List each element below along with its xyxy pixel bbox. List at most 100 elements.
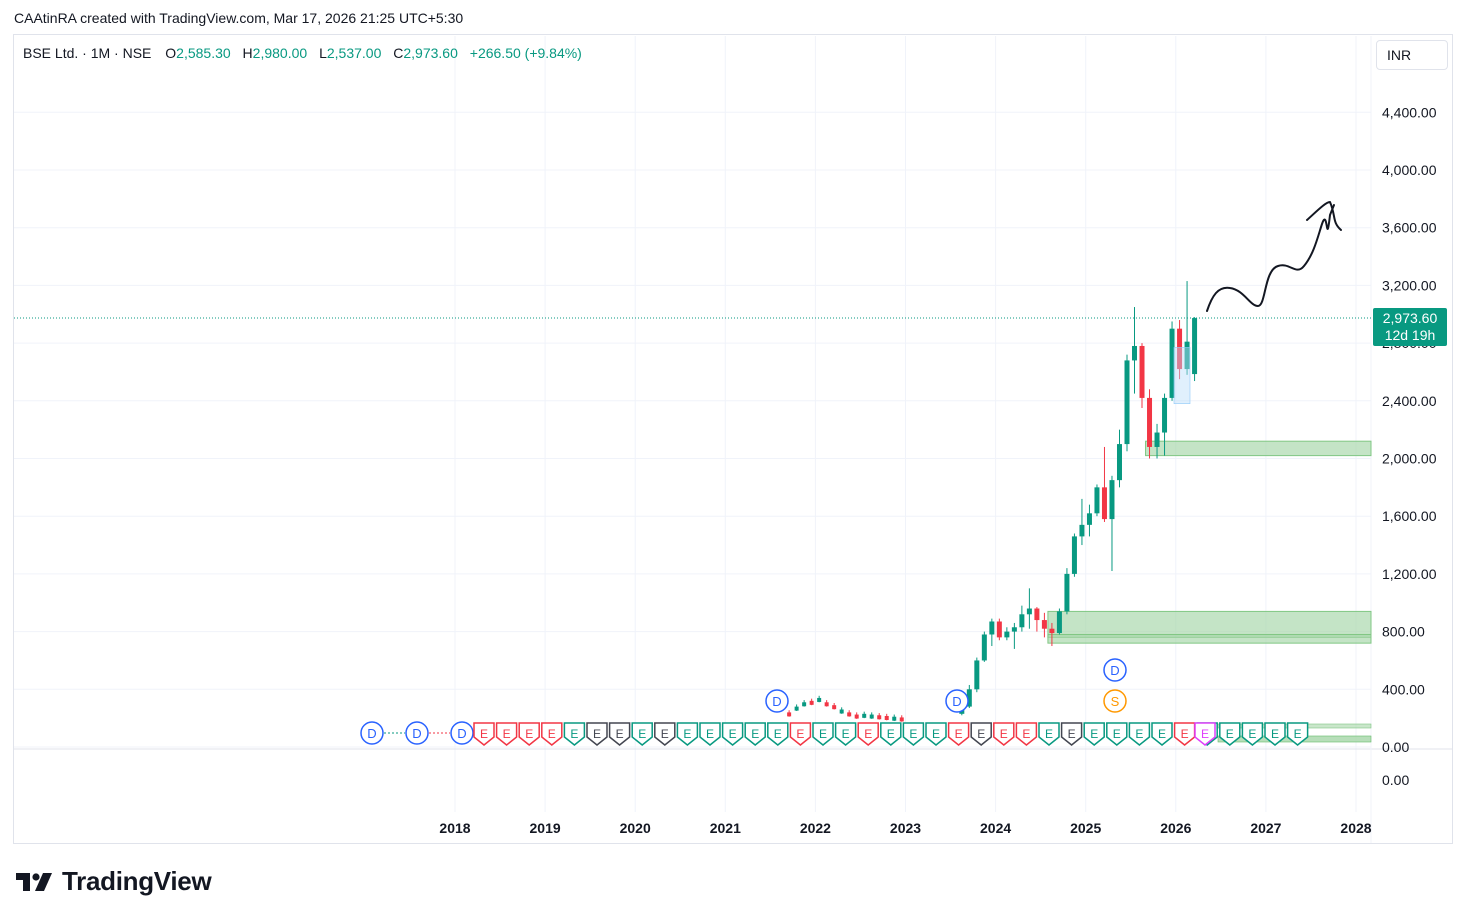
candle-body	[989, 621, 995, 635]
candle-2024-10	[1064, 568, 1070, 615]
earnings-marker-letter: E	[1158, 727, 1166, 741]
earnings-marker-letter: E	[842, 727, 850, 741]
earnings-marker-next-shape	[1194, 722, 1216, 746]
earnings-marker-shape	[1106, 722, 1128, 746]
candle-body	[1019, 614, 1025, 628]
candle-body	[1116, 444, 1122, 481]
earnings-marker-letter: E	[593, 727, 601, 741]
tradingview-logo-icon	[16, 872, 52, 891]
chart-grid	[14, 36, 1452, 843]
price-tick-label: 0.00	[1382, 739, 1409, 755]
dividend-marker-ring	[945, 689, 969, 713]
candle-body	[1086, 513, 1092, 525]
earnings-marker: E	[1083, 722, 1105, 746]
earnings-marker-shape	[834, 722, 857, 746]
price-tick-label: 4,400.00	[1382, 104, 1437, 120]
earnings-marker: E	[947, 722, 970, 746]
earnings-marker-letter: E	[977, 727, 985, 741]
low-label: L	[319, 45, 327, 61]
earnings-marker-letter: E	[1113, 727, 1121, 741]
candle-2025-07	[1132, 307, 1138, 394]
demand-zone	[1145, 440, 1372, 457]
candle-body	[809, 700, 814, 705]
candle-2026-03	[1192, 317, 1198, 382]
currency-selector[interactable]: INR	[1376, 40, 1448, 70]
projection-path	[1206, 201, 1342, 312]
candle-body	[1177, 328, 1183, 370]
price-tag-box	[1373, 308, 1447, 347]
earnings-marker-next: E	[1194, 722, 1216, 746]
candles	[14, 281, 1371, 716]
open-label: O	[165, 45, 177, 61]
earnings-marker: E	[1173, 722, 1196, 746]
earnings-marker-letter: E	[751, 727, 759, 741]
earnings-marker: E	[1219, 722, 1241, 746]
split-marker: S	[1103, 689, 1127, 713]
candle-body	[1139, 345, 1145, 398]
earnings-marker-shape	[518, 722, 540, 746]
dividend-marker-ring	[450, 721, 474, 745]
price-tag-countdown: 12d 19h	[1385, 327, 1436, 343]
chart-frame[interactable]	[13, 34, 1453, 844]
earnings-marker: E	[1106, 722, 1128, 746]
dividend-marker-letter: D	[952, 694, 961, 709]
earnings-marker: E	[1060, 722, 1083, 746]
earnings-marker: E	[654, 722, 676, 746]
dividend-marker: D	[765, 689, 789, 713]
candle-2025-09	[1147, 389, 1153, 459]
candle-body	[1169, 328, 1175, 398]
candle-2024-06	[1034, 607, 1040, 632]
earnings-marker: E	[473, 722, 495, 746]
candle-body	[854, 714, 859, 719]
earnings-marker: E	[1038, 722, 1060, 746]
split-marker-ring	[1103, 689, 1127, 713]
earnings-marker-next-letter: E	[1201, 727, 1209, 741]
earnings-marker-shape	[631, 722, 653, 746]
earnings-marker-shape	[1241, 722, 1264, 746]
earnings-marker: E	[721, 722, 744, 746]
earnings-marker-shape	[880, 722, 902, 746]
symbol-name: BSE Ltd. · 1M · NSE	[23, 45, 152, 61]
earnings-marker-shape	[699, 722, 721, 746]
earnings-marker-shape	[1151, 722, 1173, 746]
event-markers: D D D E E E E E E E E E E E E E E E E E E E E E E E E E E E E E E E E E E E EE…	[360, 658, 1309, 746]
candle-2024-11	[1071, 533, 1077, 577]
time-tick-label: 2027	[1250, 820, 1281, 836]
earnings-marker: E	[495, 722, 518, 746]
candle-body	[1011, 627, 1017, 632]
earnings-marker-shape	[1015, 722, 1038, 746]
earnings-marker: E	[857, 722, 879, 746]
candle-2024-07	[1041, 612, 1047, 638]
earnings-marker: E	[608, 722, 631, 746]
earnings-marker-shape	[789, 722, 812, 746]
time-tick-label: 2023	[890, 820, 921, 836]
price-tick-label: 3,600.00	[1382, 220, 1437, 236]
candle-body	[1192, 318, 1198, 375]
earnings-marker: E	[993, 722, 1015, 746]
candle-body	[1147, 397, 1153, 447]
earnings-marker-letter: E	[616, 727, 624, 741]
early-candles	[787, 695, 904, 722]
earnings-marker-letter: E	[1248, 727, 1256, 741]
earnings-marker: E	[925, 722, 947, 746]
earnings-marker: E	[880, 722, 902, 746]
candle-body	[847, 712, 852, 717]
candle-2024-08	[1049, 622, 1055, 647]
earnings-marker: E	[699, 722, 721, 746]
earnings-marker-letter: E	[1181, 727, 1189, 741]
tradingview-logo[interactable]: TradingView	[16, 866, 212, 897]
earnings-marker: E	[1151, 722, 1173, 746]
candle-body	[832, 705, 837, 710]
candle-body	[1026, 608, 1032, 615]
earnings-marker: E	[1128, 722, 1151, 746]
earnings-marker-letter: E	[570, 727, 578, 741]
earnings-marker-letter: E	[864, 727, 872, 741]
candle-body	[884, 715, 889, 720]
dividend-marker: D	[360, 721, 384, 745]
candle-2024-09	[1056, 608, 1062, 635]
candle-body	[802, 702, 807, 707]
earnings-marker-letter: E	[661, 727, 669, 741]
candle-body	[1162, 397, 1168, 433]
close-value: 2,973.60	[403, 45, 458, 61]
